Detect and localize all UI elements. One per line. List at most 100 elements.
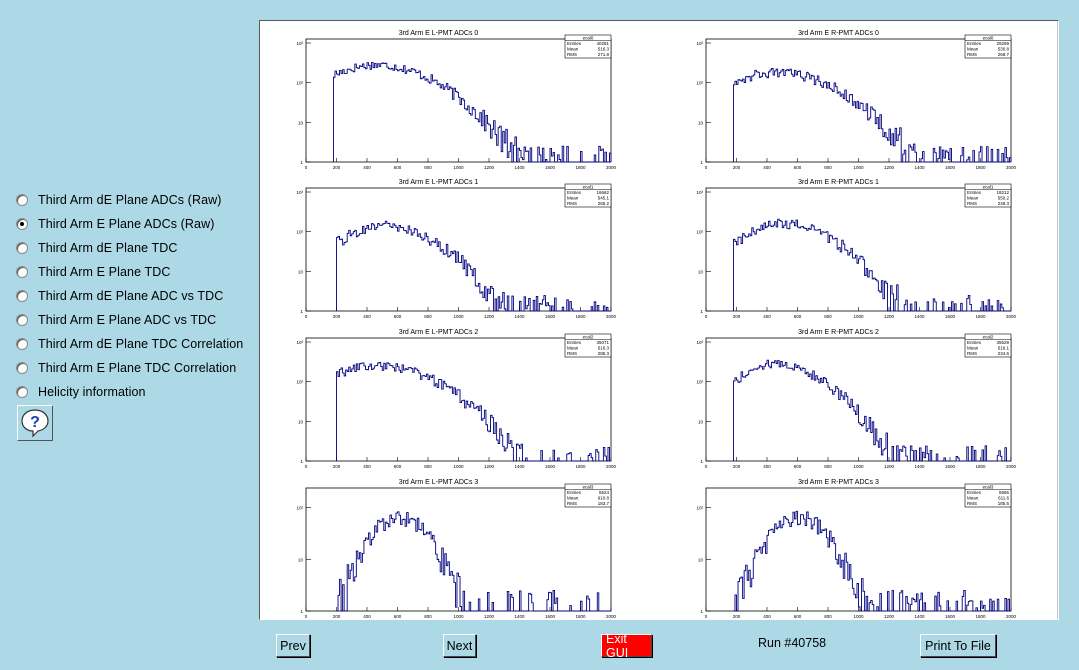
stats-name: ecal1: [583, 185, 594, 190]
x-tick-label: 1800: [575, 464, 586, 469]
histogram-line: [336, 362, 611, 462]
x-tick-label: 1800: [575, 614, 586, 619]
radio-button[interactable]: [16, 386, 28, 398]
radio-button[interactable]: [16, 362, 28, 374]
radio-label: Third Arm dE Plane ADC vs TDC: [38, 289, 224, 303]
radio-option[interactable]: Third Arm E Plane TDC Correlation: [16, 356, 243, 380]
x-tick-label: 2000: [1006, 614, 1017, 619]
x-tick-label: 1000: [853, 464, 864, 469]
y-tick-label: 10: [298, 120, 304, 125]
radio-button[interactable]: [16, 218, 28, 230]
help-button[interactable]: ?: [17, 405, 53, 441]
x-tick-label: 1200: [484, 464, 495, 469]
histogram-title: 3rd Arm E L-PMT ADCs 1: [399, 179, 479, 186]
histogram-line: [733, 510, 1011, 612]
x-tick-label: 400: [363, 314, 371, 319]
stats-value: 516.1: [998, 346, 1010, 351]
print-to-file-button[interactable]: Print To File: [920, 634, 996, 657]
histogram-svg: 3rd Arm E L-PMT ADCs 00 200 400 600 800 1000 1…: [296, 30, 1017, 619]
radio-button[interactable]: [16, 338, 28, 350]
radio-option[interactable]: Third Arm E Plane TDC: [16, 260, 243, 284]
x-tick-label: 2000: [1006, 314, 1017, 319]
y-tick-label: 10: [298, 419, 304, 424]
x-tick-label: 1200: [884, 314, 895, 319]
stats-label: Entries: [567, 490, 582, 495]
y-tick-label: 1: [700, 160, 703, 165]
stats-label: Entries: [967, 490, 982, 495]
x-tick-label: 800: [424, 614, 432, 619]
y-tick-label: 1: [300, 459, 303, 464]
x-tick-label: 600: [794, 165, 802, 170]
radio-button[interactable]: [16, 314, 28, 326]
x-tick-label: 400: [363, 464, 371, 469]
radio-button[interactable]: [16, 266, 28, 278]
histogram-title: 3rd Arm E L-PMT ADCs 2: [399, 329, 479, 336]
x-tick-label: 1800: [975, 614, 986, 619]
next-button[interactable]: Next: [443, 634, 476, 657]
y-tick-label: 10³: [696, 41, 703, 46]
x-tick-label: 1200: [484, 314, 495, 319]
stats-label: RMS: [567, 501, 577, 506]
radio-option[interactable]: Third Arm dE Plane ADCs (Raw): [16, 188, 243, 212]
x-tick-label: 600: [394, 165, 402, 170]
y-tick-label: 10: [698, 419, 704, 424]
x-tick-label: 400: [763, 314, 771, 319]
histogram-pad: 3rd Arm E R-PMT ADCs 2 0 200 400 600 800 1000 1…: [696, 329, 1016, 469]
stats-label: RMS: [967, 201, 977, 206]
y-tick-label: 10: [698, 269, 704, 274]
x-tick-label: 0: [705, 165, 708, 170]
radio-option[interactable]: Third Arm dE Plane TDC: [16, 236, 243, 260]
histogram-canvas: 3rd Arm E L-PMT ADCs 0 0 200 400 600 800 1000 1…: [259, 20, 1059, 620]
run-number-label: Run #40758: [758, 636, 827, 650]
x-tick-label: 800: [424, 464, 432, 469]
radio-button[interactable]: [16, 242, 28, 254]
radio-button[interactable]: [16, 290, 28, 302]
radio-option[interactable]: Third Arm dE Plane TDC Correlation: [16, 332, 243, 356]
radio-option[interactable]: Third Arm dE Plane ADC vs TDC: [16, 284, 243, 308]
histogram-title: 3rd Arm E R-PMT ADCs 2: [798, 329, 879, 336]
stats-value: 268.7: [998, 52, 1010, 57]
x-tick-label: 1400: [914, 614, 925, 619]
stats-name: ecal3: [583, 485, 594, 490]
x-tick-label: 1800: [975, 165, 986, 170]
exit-gui-button[interactable]: Exit GUI: [601, 632, 652, 660]
x-tick-label: 1400: [514, 464, 525, 469]
x-tick-label: 1800: [575, 165, 586, 170]
y-tick-label: 10²: [696, 81, 703, 86]
x-tick-label: 200: [733, 165, 741, 170]
stats-value: 29259: [996, 41, 1009, 46]
radio-label: Third Arm dE Plane TDC Correlation: [38, 337, 244, 351]
x-tick-label: 1400: [514, 314, 525, 319]
x-tick-label: 1600: [945, 165, 956, 170]
x-tick-label: 1600: [545, 165, 556, 170]
stats-label: Mean: [967, 196, 979, 201]
radio-label: Third Arm E Plane ADCs (Raw): [38, 217, 215, 231]
histogram-selector: Third Arm dE Plane ADCs (Raw) Third Arm …: [16, 188, 243, 404]
radio-option[interactable]: Third Arm E Plane ADC vs TDC: [16, 308, 243, 332]
x-tick-label: 1000: [453, 314, 464, 319]
radio-option[interactable]: Third Arm E Plane ADCs (Raw): [16, 212, 243, 236]
histogram-pad: 3rd Arm E R-PMT ADCs 3 0 200 400 600 800 1000 1…: [696, 479, 1016, 619]
y-tick-label: 10²: [296, 506, 303, 511]
radio-option[interactable]: Helicity information: [16, 380, 243, 404]
y-tick-label: 10³: [296, 190, 303, 195]
histogram-pad: 3rd Arm E R-PMT ADCs 0 0 200 400 600 800 1000 1…: [696, 30, 1016, 170]
y-tick-label: 1: [300, 609, 303, 614]
x-tick-label: 0: [305, 314, 308, 319]
prev-button[interactable]: Prev: [276, 634, 310, 657]
stats-value: 248.3: [998, 201, 1010, 206]
histogram-pad: 3rd Arm E L-PMT ADCs 3 0 200 400 600 800 1000 1…: [296, 479, 616, 619]
x-tick-label: 1600: [545, 614, 556, 619]
x-tick-label: 800: [424, 165, 432, 170]
radio-button[interactable]: [16, 194, 28, 206]
x-tick-label: 1000: [853, 314, 864, 319]
x-tick-label: 1400: [914, 314, 925, 319]
y-tick-label: 10²: [296, 81, 303, 86]
x-tick-label: 1600: [545, 464, 556, 469]
stats-label: Mean: [967, 346, 979, 351]
